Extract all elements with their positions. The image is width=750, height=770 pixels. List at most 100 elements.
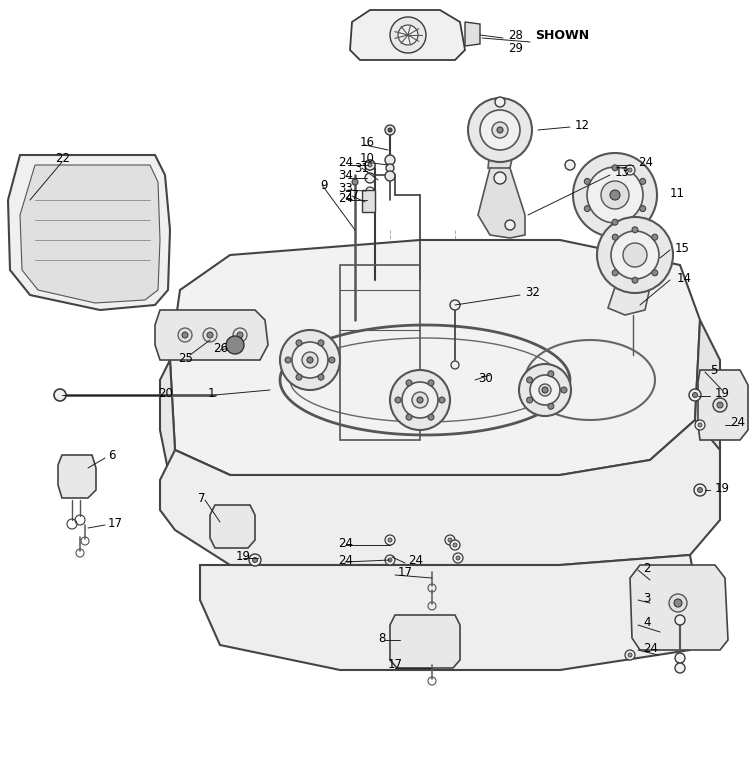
- Circle shape: [385, 535, 395, 545]
- Circle shape: [402, 382, 438, 418]
- Polygon shape: [170, 240, 700, 475]
- Circle shape: [365, 160, 375, 170]
- Circle shape: [505, 220, 515, 230]
- Text: 27: 27: [344, 189, 359, 202]
- Polygon shape: [465, 22, 480, 46]
- Circle shape: [584, 206, 590, 212]
- Text: 24: 24: [638, 156, 653, 169]
- Circle shape: [388, 128, 392, 132]
- Circle shape: [548, 403, 554, 410]
- Circle shape: [698, 487, 703, 493]
- Text: 29: 29: [508, 42, 523, 55]
- Circle shape: [445, 535, 455, 545]
- Circle shape: [612, 165, 618, 171]
- Circle shape: [625, 165, 635, 175]
- Circle shape: [385, 555, 395, 565]
- Circle shape: [385, 125, 395, 135]
- Circle shape: [318, 340, 324, 346]
- Circle shape: [385, 155, 395, 165]
- Circle shape: [406, 414, 412, 420]
- Circle shape: [526, 397, 532, 403]
- Circle shape: [237, 332, 243, 338]
- Circle shape: [628, 168, 632, 172]
- Polygon shape: [160, 360, 230, 530]
- Circle shape: [307, 357, 313, 363]
- Circle shape: [178, 328, 192, 342]
- Circle shape: [628, 653, 632, 657]
- Text: 17: 17: [398, 567, 413, 580]
- Circle shape: [494, 172, 506, 184]
- Circle shape: [203, 328, 217, 342]
- Circle shape: [365, 160, 375, 170]
- Circle shape: [352, 179, 358, 185]
- Circle shape: [573, 153, 657, 237]
- Circle shape: [601, 181, 629, 209]
- Circle shape: [280, 330, 340, 390]
- Text: 15: 15: [675, 242, 690, 255]
- Circle shape: [611, 231, 659, 279]
- Text: 3: 3: [643, 591, 650, 604]
- Polygon shape: [8, 155, 170, 310]
- Circle shape: [492, 122, 508, 138]
- Circle shape: [453, 543, 457, 547]
- Text: 24: 24: [730, 416, 745, 428]
- Text: 10: 10: [360, 152, 375, 165]
- Circle shape: [561, 387, 567, 393]
- Circle shape: [542, 387, 548, 393]
- Circle shape: [675, 615, 685, 625]
- Text: 26: 26: [213, 342, 228, 354]
- Circle shape: [253, 557, 257, 563]
- Circle shape: [451, 361, 459, 369]
- Circle shape: [428, 380, 434, 386]
- Circle shape: [675, 663, 685, 673]
- Circle shape: [390, 17, 426, 53]
- Circle shape: [285, 357, 291, 363]
- Text: 4: 4: [643, 617, 650, 630]
- Circle shape: [406, 380, 412, 386]
- Text: 9: 9: [320, 179, 328, 192]
- Circle shape: [428, 414, 434, 420]
- Circle shape: [366, 187, 374, 195]
- Circle shape: [612, 270, 618, 276]
- Text: 1: 1: [208, 387, 215, 400]
- Circle shape: [640, 179, 646, 184]
- Circle shape: [698, 423, 702, 427]
- Circle shape: [675, 653, 685, 663]
- Text: 13: 13: [615, 166, 630, 179]
- Polygon shape: [350, 10, 465, 60]
- Circle shape: [365, 195, 375, 205]
- Polygon shape: [210, 505, 255, 548]
- Circle shape: [713, 398, 727, 412]
- Circle shape: [632, 277, 638, 283]
- Circle shape: [495, 97, 505, 107]
- Text: 17: 17: [108, 517, 123, 530]
- Circle shape: [182, 332, 188, 338]
- Circle shape: [632, 227, 638, 233]
- Text: 17: 17: [388, 658, 403, 671]
- Circle shape: [717, 402, 723, 408]
- Circle shape: [519, 364, 571, 416]
- Text: 24: 24: [408, 554, 423, 567]
- Text: 19: 19: [715, 481, 730, 494]
- Circle shape: [587, 167, 643, 223]
- Circle shape: [669, 594, 687, 612]
- Circle shape: [368, 163, 372, 167]
- Circle shape: [468, 98, 532, 162]
- Circle shape: [296, 340, 302, 346]
- Text: 19: 19: [236, 550, 251, 563]
- Circle shape: [249, 554, 261, 566]
- Text: 33: 33: [338, 182, 352, 195]
- Circle shape: [695, 420, 705, 430]
- Circle shape: [625, 650, 635, 660]
- Text: 22: 22: [55, 152, 70, 165]
- Circle shape: [398, 25, 418, 45]
- Circle shape: [453, 553, 463, 563]
- Circle shape: [526, 377, 532, 383]
- Text: SHOWN: SHOWN: [535, 28, 589, 42]
- Circle shape: [207, 332, 213, 338]
- Circle shape: [417, 397, 423, 403]
- Text: 24: 24: [338, 192, 353, 205]
- Polygon shape: [695, 320, 720, 465]
- Text: 6: 6: [108, 448, 116, 461]
- Circle shape: [296, 374, 302, 380]
